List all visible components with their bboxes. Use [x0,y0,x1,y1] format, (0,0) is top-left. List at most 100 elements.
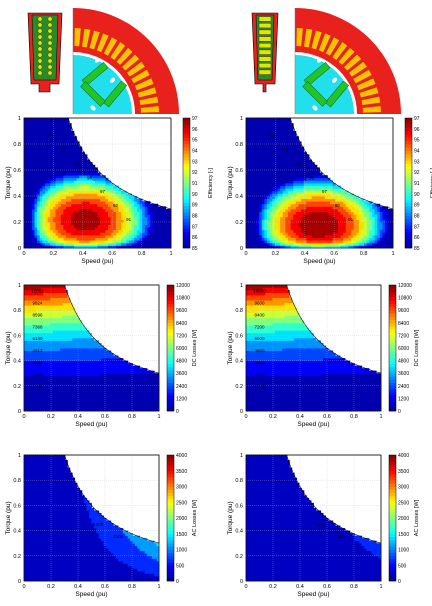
contour-cell [277,172,281,176]
contour-cell [129,232,133,236]
contour-cell [63,123,67,127]
contour-cell [24,131,28,134]
contour-cell [248,227,252,231]
contour-cell [110,206,114,210]
contour-cell [60,141,64,145]
contour-cell [267,245,271,249]
contour-cell [303,154,307,158]
contour-cell [94,242,98,246]
contour-cell [48,390,51,394]
contour-cell [293,198,297,202]
contour-cell [26,373,30,377]
contour-cell [43,300,47,304]
contour-cell [97,196,101,199]
contour-cell [121,237,125,241]
contour-cell [45,297,49,301]
contour-cell [40,290,44,293]
contour-cell [160,222,164,225]
contour-cell [100,198,104,202]
contour-cell [309,237,313,241]
contour-cell [364,216,368,220]
contour-cell [39,190,43,194]
contour-cell [288,211,292,215]
contour-cell [48,342,51,346]
contour-cell [311,211,315,215]
contour-cell [72,400,76,404]
contour-cell [267,138,271,142]
contour-cell [168,222,172,225]
contour-cell [264,193,268,197]
contour-cell [105,206,109,210]
contour-cell [60,157,64,160]
contour-cell [64,375,68,379]
contour-cell [267,224,271,228]
contour-cell [34,128,38,132]
contour-cell [100,193,104,197]
contour-cell [330,209,334,212]
contour-cell [39,131,43,134]
contour-cell [295,151,299,155]
contour-cell [295,170,299,173]
contour-cell [76,240,80,244]
contour-cell [67,312,71,316]
contour-cell [144,232,148,236]
contour-cell [94,198,98,202]
contour-cell [108,185,112,189]
contour-cell [89,196,93,199]
contour-cell [66,209,70,212]
contour-cell [55,337,59,341]
contour-cell [42,245,46,249]
contour-cell [45,300,49,304]
contour-cell [253,144,257,147]
contour-cell [34,123,38,127]
contour-cell [332,188,336,192]
contour-cell [62,285,66,288]
contour-cell [364,232,368,236]
contour-cell [311,196,315,199]
contour-cell [89,190,93,194]
contour-cell [55,125,59,129]
contour-cell [115,201,119,205]
contour-cell [47,151,51,155]
contour-cell [79,211,83,215]
contour-cell [264,151,268,155]
contour-cell [335,216,339,220]
contour-cell [60,340,63,344]
contour-cell [309,196,313,199]
contour-cell [301,203,305,207]
contour-cell [24,360,27,364]
contour-cell [26,123,30,127]
contour-cell [298,242,302,246]
contour-cell [251,133,255,137]
wire-strand [37,34,43,40]
contour-cell [113,188,117,192]
contour-cell [343,201,347,205]
contour-cell [76,180,80,184]
contour-cell [277,157,281,160]
contour-cell [309,172,313,176]
contour-cell [155,245,159,249]
contour-cell [71,209,75,212]
contour-cell [33,340,37,344]
contour-cell [129,216,133,220]
contour-cell [45,345,49,349]
contour-cell [67,340,71,344]
contour-cell [66,162,70,166]
contour-cell [60,170,64,173]
contour-cell [261,177,265,181]
contour-cell [277,188,281,192]
contour-cell [303,229,307,233]
contour-cell [105,201,109,205]
contour-cell [288,125,292,129]
contour-cell [63,120,67,124]
contour-cell [256,240,260,244]
contour-cell [335,229,339,233]
contour-cell [24,154,28,158]
contour-cell [66,185,70,189]
contour-cell [251,219,255,223]
contour-cell [55,363,59,367]
contour-cell [314,164,318,168]
contour-cell [43,337,47,341]
colorbar-segment [405,173,412,177]
contour-cell [55,353,59,356]
